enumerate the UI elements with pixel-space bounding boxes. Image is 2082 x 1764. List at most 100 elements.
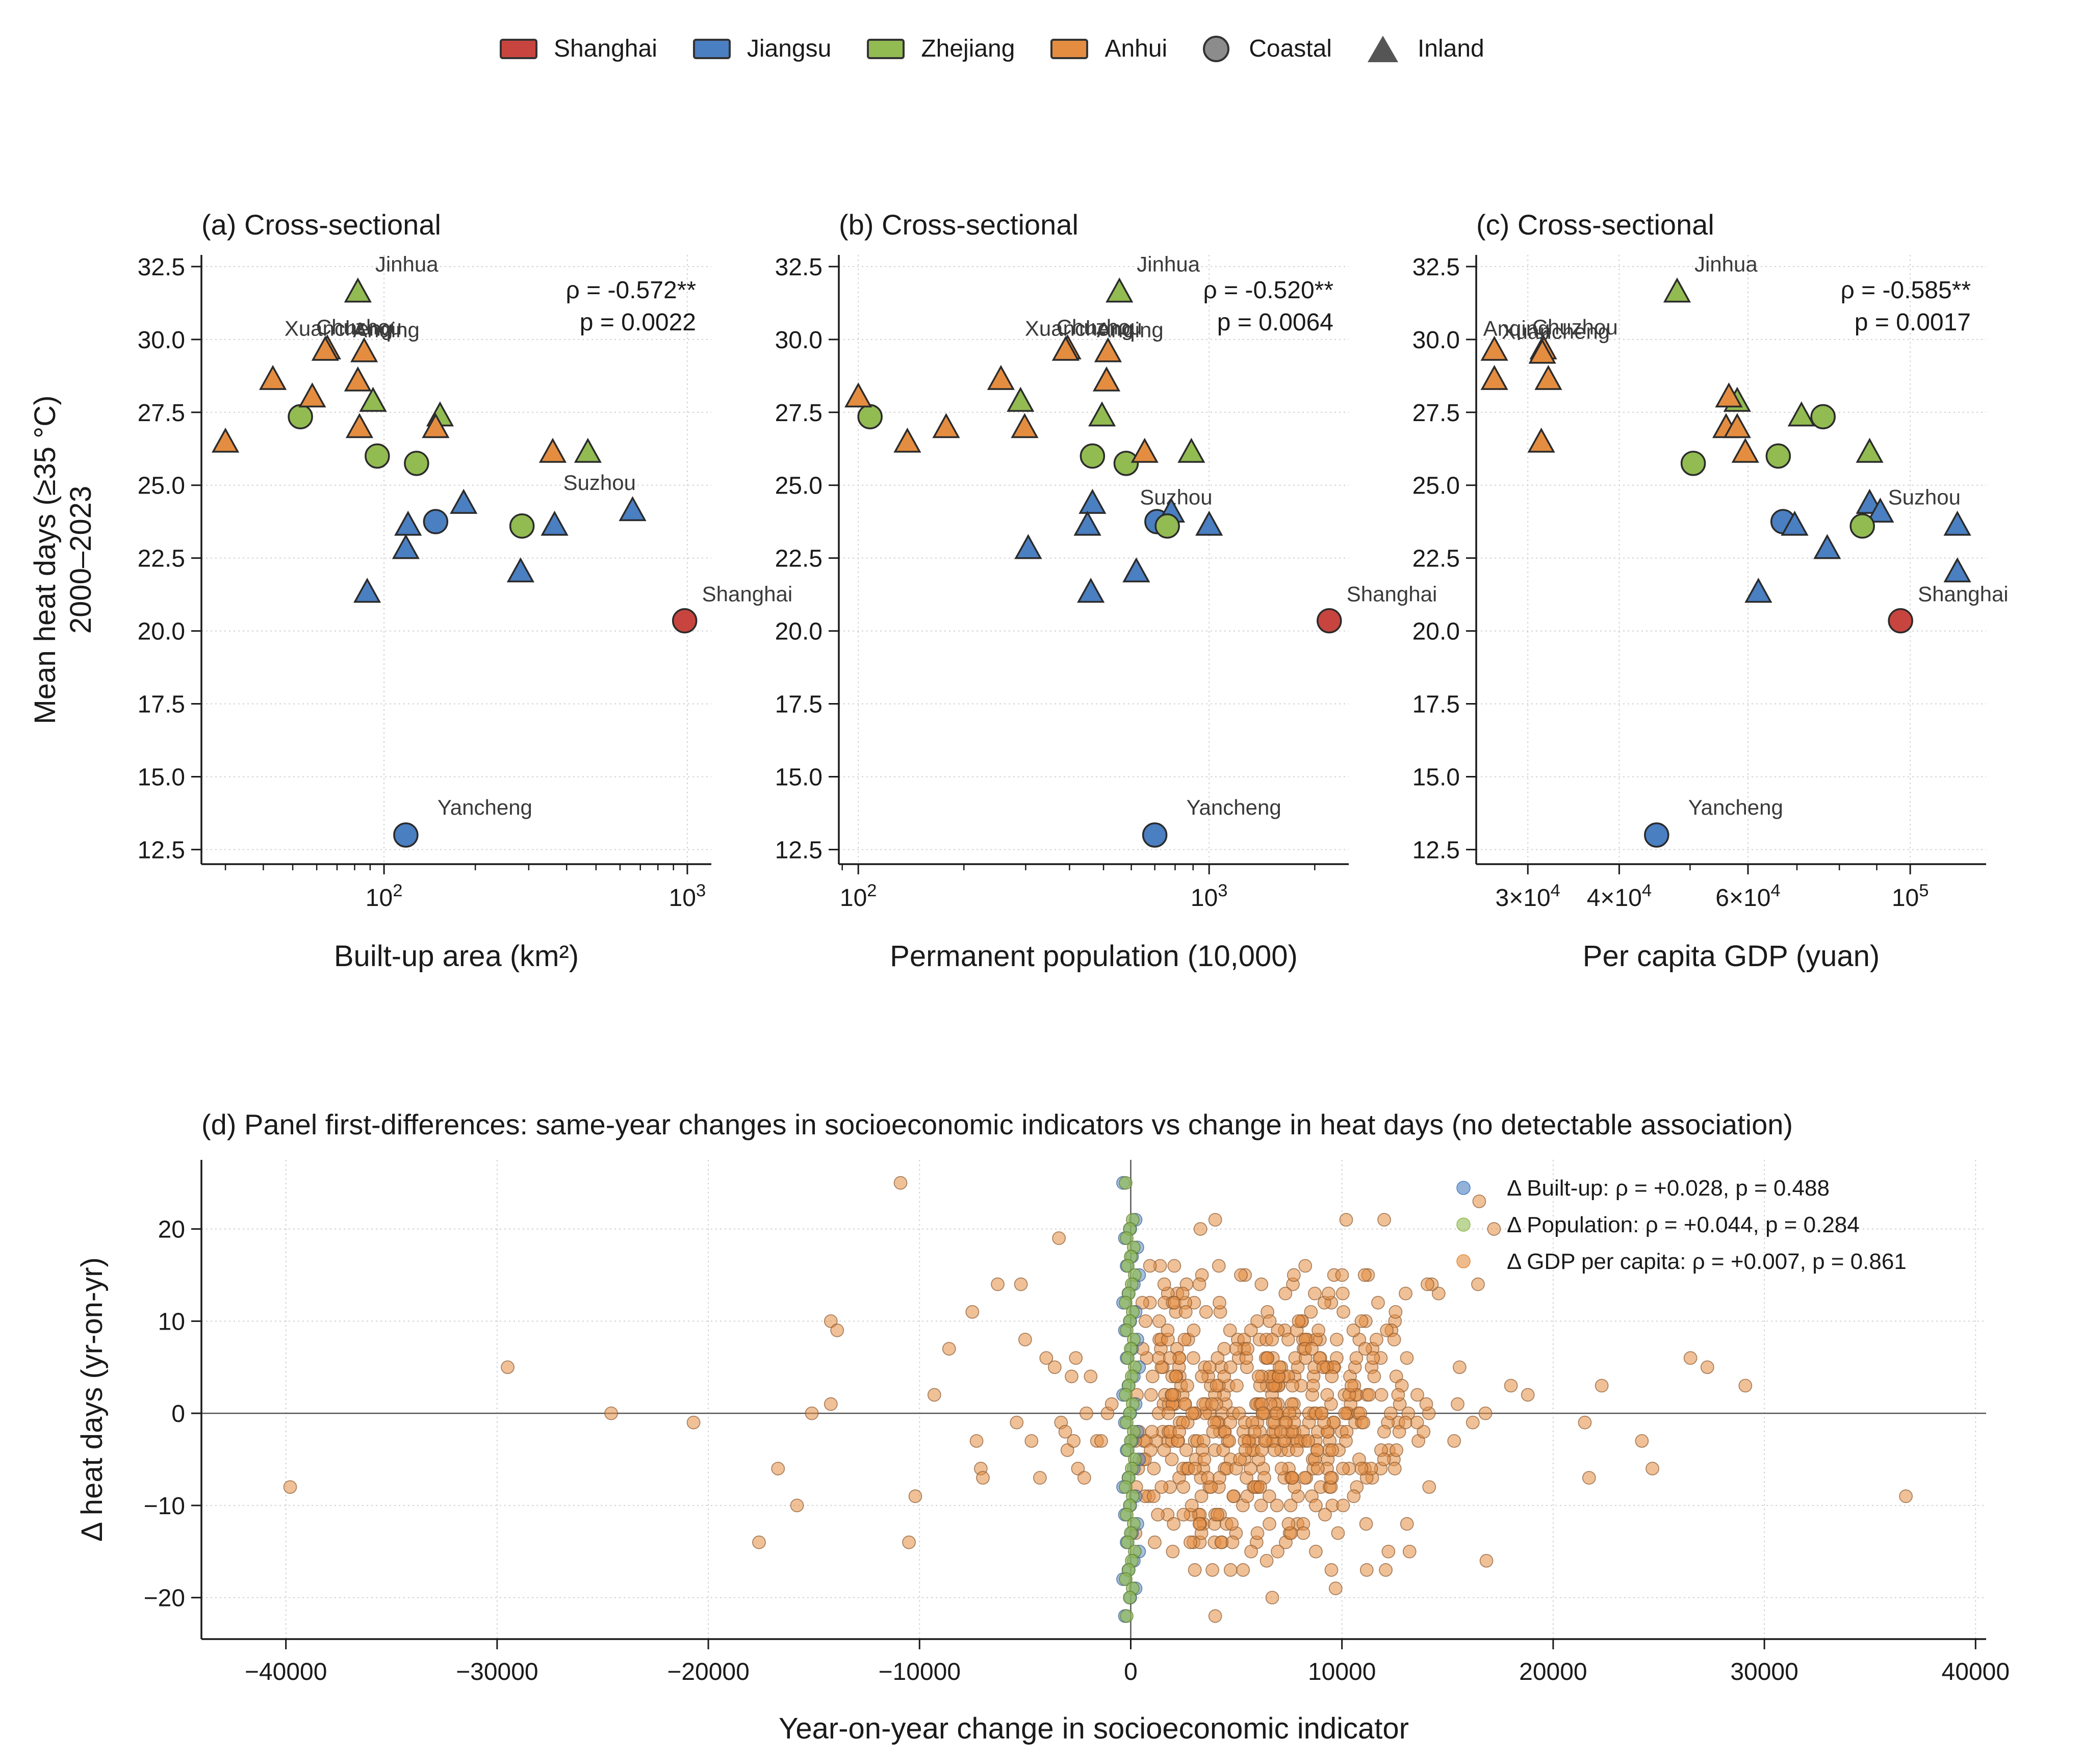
data-point-inland: [893, 427, 921, 453]
gdp-change-point: [1417, 1424, 1431, 1439]
gdp-change-point: [1738, 1379, 1753, 1393]
data-point-inland: [1122, 557, 1150, 583]
gdp-change-point: [1238, 1443, 1252, 1457]
data-point-inland: [1480, 365, 1508, 390]
gdp-change-point: [1167, 1517, 1181, 1531]
y-tick-label: 22.5: [138, 546, 185, 573]
gdp-change-point: [1390, 1443, 1403, 1457]
gdp-change-point: [1472, 1194, 1486, 1208]
population-change-point: [1119, 1480, 1133, 1494]
y-tick-label: 15.0: [1412, 764, 1460, 791]
point-label-yancheng: Yancheng: [438, 795, 532, 819]
gdp-change-point: [1223, 1415, 1238, 1430]
gdp-change-point: [1147, 1462, 1161, 1475]
gdp-change-point: [1287, 1268, 1301, 1282]
data-point-coastal: [393, 822, 419, 848]
x-tick-label: 4×104: [1587, 881, 1652, 912]
data-point-inland: [1130, 437, 1159, 463]
gdp-change-point: [1254, 1498, 1268, 1513]
x-tick-label: −30000: [456, 1658, 538, 1685]
data-point-inland: [506, 557, 535, 583]
x-tick-label: 0: [1124, 1658, 1138, 1685]
gdp-change-point: [1374, 1388, 1389, 1402]
gdp-change-point: [1161, 1324, 1175, 1337]
stats-rho: ρ = -0.585**: [1841, 277, 1971, 304]
data-point-inland: [1480, 335, 1508, 361]
gdp-change-point: [1371, 1295, 1385, 1310]
legend-item-zhejiang: Zhejiang: [867, 35, 1015, 63]
data-point-coastal: [404, 451, 429, 476]
gdp-change-point: [1211, 1508, 1224, 1522]
gdp-change-point: [1147, 1489, 1161, 1503]
gdp-change-point: [1362, 1388, 1376, 1402]
gdp-change-point: [1250, 1526, 1265, 1540]
gdp-change-point: [1213, 1295, 1226, 1310]
gdp-change-point: [1322, 1286, 1335, 1301]
population-change-point: [1121, 1535, 1135, 1549]
data-point-inland: [422, 413, 450, 438]
data-point-inland: [1073, 510, 1101, 536]
gdp-change-point: [1186, 1351, 1200, 1365]
panel-c: 12.5 15.0 17.5 20.0 22.5 25.0 27.5 30.0 32.5 (c) …: [1412, 209, 2009, 973]
gdp-change-point: [1400, 1351, 1414, 1365]
stats-rho: ρ = -0.520**: [1203, 277, 1333, 304]
gdp-change-point: [1487, 1222, 1501, 1236]
y-tick-label: 17.5: [1412, 691, 1460, 718]
data-point-inland: [1943, 557, 1971, 583]
x-tick-label: 105: [1892, 881, 1929, 912]
y-tick-label: 30.0: [775, 327, 822, 354]
gdp-change-point: [1431, 1286, 1446, 1301]
gdp-change-point: [1478, 1406, 1493, 1420]
gdp-change-point: [1296, 1526, 1310, 1540]
y-tick-label: 12.5: [138, 837, 185, 864]
gdp-change-point: [1308, 1286, 1322, 1301]
panel-title: (d) Panel first-differences: same-year c…: [201, 1108, 1793, 1140]
population-change-point: [1120, 1508, 1134, 1522]
x-tick-label: −40000: [245, 1658, 327, 1685]
gdp-change-point: [1143, 1259, 1157, 1273]
gdp-change-point: [1304, 1305, 1318, 1319]
gdp-change-point: [1310, 1462, 1325, 1475]
gdp-change-point: [1312, 1324, 1325, 1337]
gdp-change-point: [1595, 1379, 1609, 1393]
data-point-inland: [987, 365, 1015, 390]
legend-entry: Δ Built-up: ρ = +0.028, p = 0.488: [1507, 1176, 1830, 1201]
gdp-change-point: [1281, 1333, 1295, 1346]
gdp-change-point: [1315, 1406, 1329, 1420]
point-label-chuzhou: Chuzhou: [316, 315, 402, 339]
gdp-change-point: [1251, 1369, 1266, 1384]
gdp-change-point: [1176, 1508, 1191, 1522]
shared-y-axis-label: Mean heat days (≥35 °C): [29, 396, 62, 724]
data-point-inland: [1856, 437, 1884, 463]
gdp-change-point: [1202, 1360, 1217, 1374]
data-point-inland: [392, 534, 420, 559]
gdp-change-point: [1367, 1369, 1381, 1384]
legend-entry: Δ Population: ρ = +0.044, p = 0.284: [1507, 1212, 1860, 1237]
gdp-change-point: [1148, 1535, 1162, 1549]
gdp-change-point: [1154, 1480, 1169, 1494]
gdp-change-point: [1152, 1314, 1166, 1328]
point-label-anqing: Anqing: [353, 318, 420, 342]
data-point-coastal: [1113, 451, 1139, 476]
data-point-inland: [1094, 337, 1122, 362]
point-label-anqing: Anqing: [1483, 317, 1550, 341]
gdp-change-point: [1176, 1480, 1191, 1494]
gdp-change-point: [1339, 1213, 1353, 1227]
gdp-change-point: [1145, 1424, 1159, 1439]
gdp-change-point: [965, 1305, 980, 1319]
point-label-jinhua: Jinhua: [1137, 252, 1200, 276]
circle-icon: [1203, 35, 1230, 62]
y-tick-label: 30.0: [1412, 327, 1460, 354]
gdp-change-point: [1163, 1351, 1177, 1365]
gdp-change-point: [1010, 1415, 1024, 1430]
y-tick-label: 32.5: [138, 254, 185, 281]
gdp-change-point: [1379, 1563, 1393, 1577]
point-label-xuancheng: Xuancheng: [1502, 319, 1610, 343]
point-label-anqing: Anqing: [1097, 318, 1164, 342]
gdp-change-point: [1377, 1452, 1391, 1466]
y-tick-label: 20.0: [138, 618, 185, 645]
panel-title: (a) Cross-sectional: [201, 209, 441, 241]
gdp-change-point: [1187, 1324, 1201, 1337]
gdp-change-point: [1139, 1314, 1153, 1328]
gdp-change-point: [1077, 1471, 1091, 1485]
